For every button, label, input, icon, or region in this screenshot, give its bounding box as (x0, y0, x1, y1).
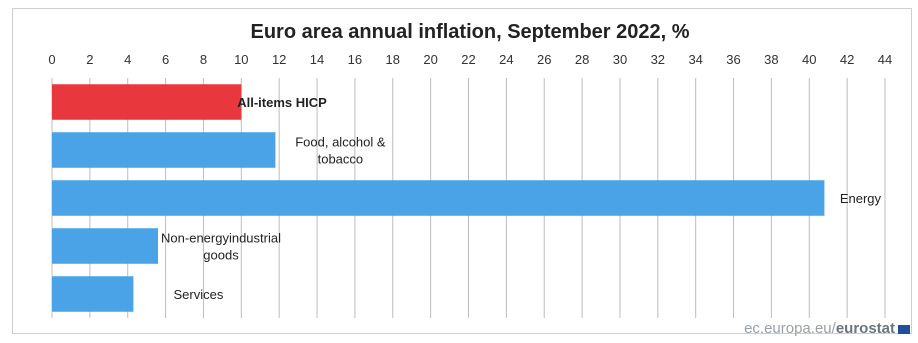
x-tick-label: 44 (878, 52, 892, 67)
x-tick-label: 26 (537, 52, 551, 67)
x-tick-label: 38 (764, 52, 778, 67)
x-tick-label: 30 (613, 52, 627, 67)
x-tick-label: 16 (348, 52, 362, 67)
x-tick-label: 22 (461, 52, 475, 67)
x-tick-label: 28 (575, 52, 589, 67)
x-tick-label: 4 (124, 52, 131, 67)
bar-label: Services (173, 287, 223, 302)
chart-title: Euro area annual inflation, September 20… (250, 21, 689, 43)
source-prefix: ec.europa.eu/ (744, 320, 836, 337)
bar (52, 132, 276, 168)
bar-label-line: Energy (840, 191, 882, 206)
x-tick-labels: 0 2 4 6 8 10 12 14 16 18 20 22 24 26 28 30 32 34 36 38 40 42 4… (48, 52, 892, 67)
x-tick-label: 40 (802, 52, 816, 67)
x-tick-label: 12 (272, 52, 286, 67)
bar-label-line: goods (203, 248, 239, 263)
x-tick-label: 10 (234, 52, 248, 67)
x-tick-label: 8 (200, 52, 207, 67)
bar-label: Food, alcohol & tobacco (295, 135, 386, 167)
x-tick-label: 34 (688, 52, 702, 67)
bar-label-line: tobacco (318, 152, 364, 167)
bar (52, 228, 159, 264)
bar (52, 180, 825, 216)
bar-label-line: Food, alcohol & (295, 135, 386, 150)
bar-label-line: Services (173, 287, 223, 302)
bar (52, 276, 134, 312)
bar-label-line: All-items HICP (237, 95, 327, 110)
bar-label: All-items HICP (237, 95, 327, 110)
x-tick-label: 0 (48, 52, 55, 67)
bar-label: Non-energyindustrial goods (161, 231, 281, 263)
x-tick-label: 42 (840, 52, 854, 67)
x-tick-label: 2 (86, 52, 93, 67)
x-tick-label: 18 (386, 52, 400, 67)
x-tick-label: 36 (726, 52, 740, 67)
x-tick-label: 24 (499, 52, 513, 67)
source-credit: ec.europa.eu/eurostat (744, 320, 910, 337)
x-tick-label: 32 (651, 52, 665, 67)
bars (52, 84, 825, 312)
x-tick-label: 20 (423, 52, 437, 67)
x-tick-label: 14 (310, 52, 324, 67)
x-tick-label: 6 (162, 52, 169, 67)
eu-flag-icon (898, 325, 910, 334)
bar-label-line: Non-energyindustrial (161, 231, 281, 246)
bar-label: Energy (840, 191, 882, 206)
bar (52, 84, 242, 120)
bar-labels: All-items HICP Food, alcohol & tobacco Ener… (161, 95, 881, 302)
source-brand: eurostat (835, 320, 895, 337)
